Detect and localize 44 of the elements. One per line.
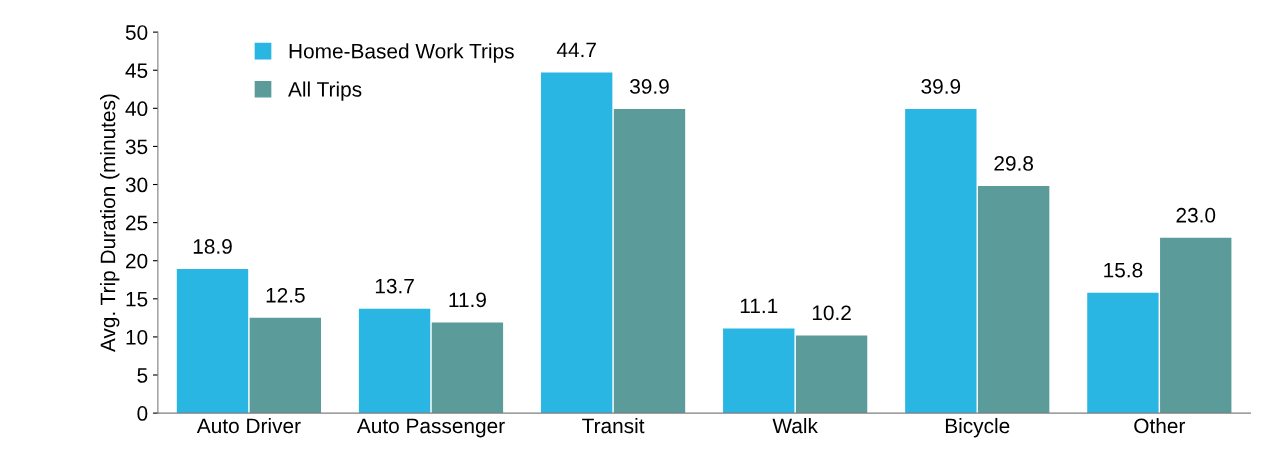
x-tick-label: Transit xyxy=(582,417,645,434)
bar xyxy=(249,317,322,414)
y-tick-label: 50 xyxy=(125,25,148,40)
data-label: 10.2 xyxy=(812,305,851,321)
bar xyxy=(977,186,1050,414)
bar xyxy=(723,328,795,414)
data-label: 44.7 xyxy=(556,42,596,58)
y-tick-label: 25 xyxy=(126,215,148,231)
data-label: 39.9 xyxy=(921,79,961,94)
y-tick-label: 30 xyxy=(125,177,148,193)
bar xyxy=(795,335,868,414)
bar xyxy=(176,269,249,414)
data-label: 13.7 xyxy=(375,278,414,294)
y-axis-title: Avg. Trip Duration (minutes) xyxy=(100,94,120,353)
x-tick-label: Auto Driver xyxy=(196,417,301,434)
data-label: 29.8 xyxy=(994,156,1034,171)
y-tick-label: 45 xyxy=(125,63,148,78)
x-tick-label: Other xyxy=(1134,417,1186,434)
x-tick-label: Walk xyxy=(772,417,818,434)
data-label: 12.5 xyxy=(266,287,305,303)
x-tick-label: Bicycle xyxy=(945,417,1010,438)
x-tick-label: Auto Passenger xyxy=(356,418,505,438)
y-tick-label: 35 xyxy=(125,139,148,155)
data-label: 18.9 xyxy=(193,239,232,254)
bar xyxy=(358,308,431,414)
bar xyxy=(540,72,613,414)
legend-label: Home-Based Work Trips xyxy=(289,43,514,63)
y-tick-label: 20 xyxy=(126,253,148,269)
bar xyxy=(1087,292,1159,414)
y-tick-label: 10 xyxy=(126,329,148,345)
y-tick-label: 5 xyxy=(137,368,148,383)
y-tick-label: 0 xyxy=(137,406,148,421)
bar xyxy=(431,322,504,414)
bar xyxy=(1160,237,1232,414)
bar xyxy=(905,109,977,414)
y-tick-label: 15 xyxy=(126,292,148,307)
data-label: 11.1 xyxy=(740,298,778,314)
bar xyxy=(613,109,686,414)
data-label: 11.9 xyxy=(449,292,486,308)
data-label: 15.8 xyxy=(1104,262,1143,278)
y-tick-label: 40 xyxy=(125,101,148,117)
legend-label: All Trips xyxy=(288,81,362,101)
data-label: 23.0 xyxy=(1176,207,1216,223)
data-label: 39.9 xyxy=(630,79,669,94)
